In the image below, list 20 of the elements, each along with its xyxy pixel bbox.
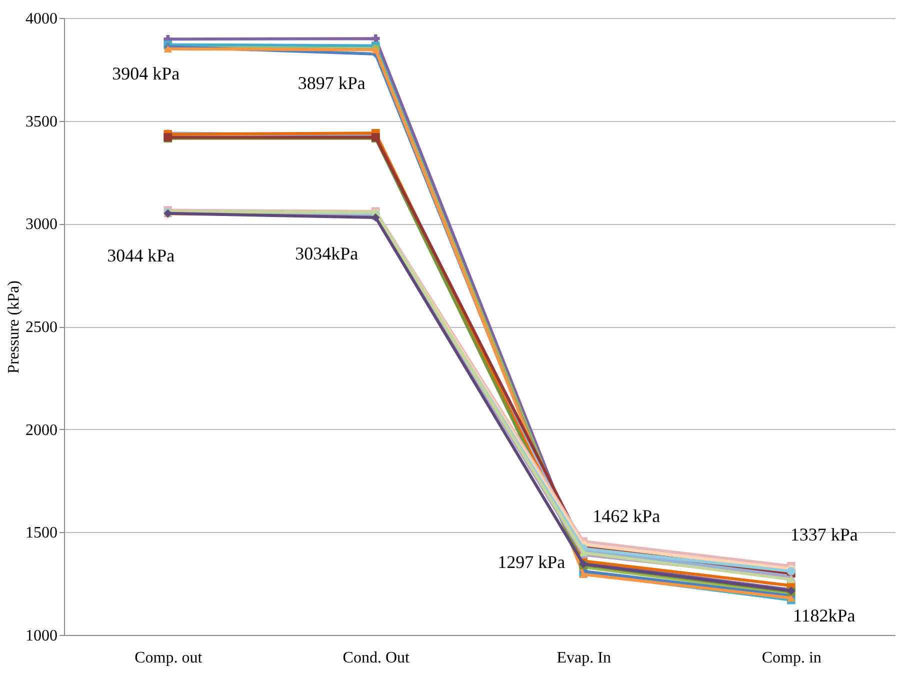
x-tick-label: Cond. Out (342, 650, 410, 666)
y-tick-label: 1500 (26, 524, 58, 542)
annotation: 1182kPa (792, 606, 856, 626)
y-tick-label: 3500 (26, 113, 58, 130)
annotation: 1297 kPa (498, 552, 566, 572)
annotation: 3904 kPa (112, 64, 180, 84)
annotation: 1337 kPa (790, 524, 858, 545)
x-tick-label: Comp. in (762, 650, 822, 666)
x-tick-label: Comp. out (134, 650, 203, 666)
annotation: 3044 kPa (107, 246, 175, 266)
annotation: 1462 kPa (592, 506, 660, 526)
x-tick-label: Evap. In (556, 650, 611, 666)
y-tick-label: 2000 (26, 422, 58, 439)
y-tick-label: 1000 (26, 628, 58, 644)
annotation: 3897 kPa (298, 73, 366, 94)
y-tick-label: 3000 (26, 216, 58, 234)
y-axis-title: Pressure (kPa) (6, 280, 22, 374)
y-tick-label: 4000 (26, 10, 58, 28)
annotation: 3034kPa (295, 244, 358, 264)
y-tick-label: 2500 (26, 319, 58, 336)
